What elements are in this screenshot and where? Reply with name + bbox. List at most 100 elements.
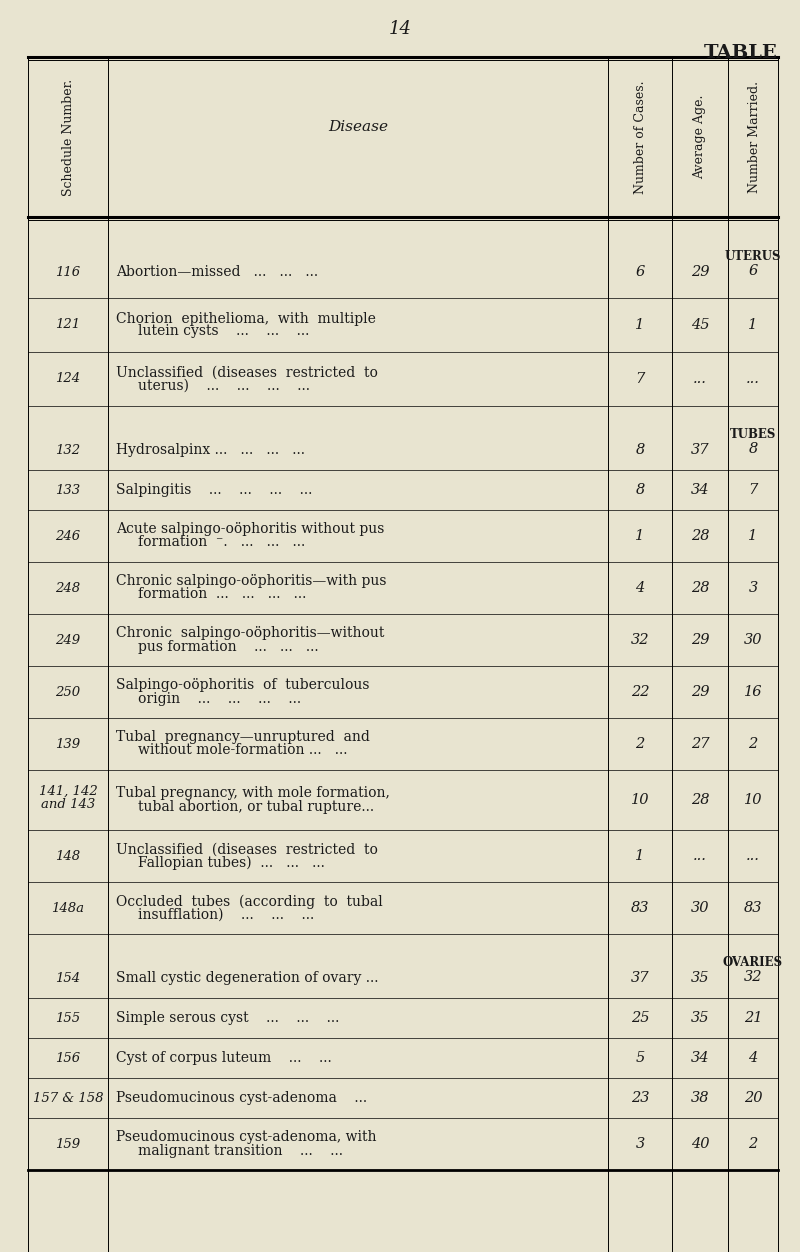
Text: without mole-formation ...   ...: without mole-formation ... ...	[138, 744, 347, 757]
Text: 2: 2	[635, 737, 645, 751]
Text: Cyst of corpus luteum    ...    ...: Cyst of corpus luteum ... ...	[116, 1050, 332, 1065]
Text: Chronic  salpingo-oöphoritis—without: Chronic salpingo-oöphoritis—without	[116, 626, 384, 641]
Text: 40: 40	[690, 1137, 710, 1151]
Text: ...: ...	[693, 849, 707, 863]
Text: 10: 10	[744, 793, 762, 808]
Text: 29: 29	[690, 685, 710, 699]
Text: 124: 124	[55, 373, 81, 386]
Text: Average Age.: Average Age.	[694, 95, 706, 179]
Text: 27: 27	[690, 737, 710, 751]
Text: 35: 35	[690, 1012, 710, 1025]
Text: 249: 249	[55, 634, 81, 646]
Text: 29: 29	[690, 634, 710, 647]
Text: lutein cysts    ...    ...    ...: lutein cysts ... ... ...	[138, 324, 310, 338]
Text: 139: 139	[55, 737, 81, 750]
Text: tubal abortion, or tubal rupture...: tubal abortion, or tubal rupture...	[138, 800, 374, 814]
Text: 121: 121	[55, 318, 81, 332]
Text: Number of Cases.: Number of Cases.	[634, 80, 646, 194]
Text: 133: 133	[55, 483, 81, 497]
Text: pus formation    ...   ...   ...: pus formation ... ... ...	[138, 640, 318, 654]
Text: Hydrosalpinx ...   ...   ...   ...: Hydrosalpinx ... ... ... ...	[116, 443, 305, 457]
Text: Number Married.: Number Married.	[749, 81, 762, 193]
Text: Disease: Disease	[328, 120, 388, 134]
Text: 8: 8	[635, 483, 645, 497]
Text: 21: 21	[744, 1012, 762, 1025]
Text: 14: 14	[389, 20, 411, 38]
Text: malignant transition    ...    ...: malignant transition ... ...	[138, 1143, 343, 1158]
Text: 45: 45	[690, 318, 710, 332]
Text: Tubal pregnancy, with mole formation,: Tubal pregnancy, with mole formation,	[116, 786, 390, 800]
Text: 6: 6	[635, 265, 645, 279]
Text: 28: 28	[690, 530, 710, 543]
Text: Chorion  epithelioma,  with  multiple: Chorion epithelioma, with multiple	[116, 312, 376, 326]
Text: 1: 1	[635, 849, 645, 863]
Text: formation  ⁻.   ...   ...   ...: formation ⁻. ... ... ...	[138, 536, 306, 550]
Text: 28: 28	[690, 793, 710, 808]
Text: 4: 4	[635, 581, 645, 595]
Text: 6: 6	[748, 264, 758, 278]
Text: Salpingo-oöphoritis  of  tuberculous: Salpingo-oöphoritis of tuberculous	[116, 679, 370, 692]
Text: 23: 23	[630, 1090, 650, 1106]
Text: 25: 25	[630, 1012, 650, 1025]
Text: 34: 34	[690, 483, 710, 497]
Text: 157 & 158: 157 & 158	[33, 1092, 103, 1104]
Text: ...: ...	[746, 372, 760, 386]
Text: 1: 1	[748, 318, 758, 332]
Text: 132: 132	[55, 443, 81, 457]
Text: 3: 3	[635, 1137, 645, 1151]
Text: TABLE: TABLE	[704, 44, 778, 63]
Text: origin    ...    ...    ...    ...: origin ... ... ... ...	[138, 691, 301, 705]
Text: 2: 2	[748, 737, 758, 751]
Text: Unclassified  (diseases  restricted  to: Unclassified (diseases restricted to	[116, 843, 378, 856]
Text: 159: 159	[55, 1138, 81, 1151]
Text: Tubal  pregnancy—unruptured  and: Tubal pregnancy—unruptured and	[116, 730, 370, 745]
Text: ...: ...	[746, 849, 760, 863]
Text: 7: 7	[635, 372, 645, 386]
Text: Acute salpingo-oöphoritis without pus: Acute salpingo-oöphoritis without pus	[116, 522, 384, 537]
Text: 8: 8	[635, 443, 645, 457]
Text: uterus)    ...    ...    ...    ...: uterus) ... ... ... ...	[138, 378, 310, 392]
Text: Abortion—missed   ...   ...   ...: Abortion—missed ... ... ...	[116, 265, 318, 279]
Text: Occluded  tubes  (according  to  tubal: Occluded tubes (according to tubal	[116, 894, 382, 909]
Text: 248: 248	[55, 581, 81, 595]
Text: 148: 148	[55, 850, 81, 863]
Text: 30: 30	[744, 634, 762, 647]
Text: 83: 83	[630, 901, 650, 915]
Text: insufflation)    ...    ...    ...: insufflation) ... ... ...	[138, 908, 314, 921]
Text: 154: 154	[55, 972, 81, 984]
Text: Simple serous cyst    ...    ...    ...: Simple serous cyst ... ... ...	[116, 1012, 339, 1025]
Text: Pseudomucinous cyst-adenoma, with: Pseudomucinous cyst-adenoma, with	[116, 1131, 377, 1144]
Text: ...: ...	[693, 372, 707, 386]
Text: 141, 142: 141, 142	[38, 785, 98, 798]
Text: 29: 29	[690, 265, 710, 279]
Text: 2: 2	[748, 1137, 758, 1151]
Text: TUBES: TUBES	[730, 428, 776, 442]
Text: 3: 3	[748, 581, 758, 595]
Text: 148a: 148a	[51, 901, 85, 914]
Text: 28: 28	[690, 581, 710, 595]
Text: 30: 30	[690, 901, 710, 915]
Text: 116: 116	[55, 265, 81, 278]
Text: 22: 22	[630, 685, 650, 699]
Text: Small cystic degeneration of ovary ...: Small cystic degeneration of ovary ...	[116, 972, 378, 985]
Text: and 143: and 143	[41, 799, 95, 811]
Text: Unclassified  (diseases  restricted  to: Unclassified (diseases restricted to	[116, 366, 378, 379]
Text: UTERUS: UTERUS	[725, 250, 782, 263]
Text: 4: 4	[748, 1050, 758, 1065]
Text: 250: 250	[55, 686, 81, 699]
Text: 155: 155	[55, 1012, 81, 1024]
Text: Pseudomucinous cyst-adenoma    ...: Pseudomucinous cyst-adenoma ...	[116, 1090, 367, 1106]
Text: 35: 35	[690, 972, 710, 985]
Text: 16: 16	[744, 685, 762, 699]
Text: 1: 1	[635, 318, 645, 332]
Text: 1: 1	[635, 530, 645, 543]
Text: 20: 20	[744, 1090, 762, 1106]
Text: 32: 32	[630, 634, 650, 647]
Text: 32: 32	[744, 970, 762, 984]
Text: 37: 37	[690, 443, 710, 457]
Text: 7: 7	[748, 483, 758, 497]
Text: 38: 38	[690, 1090, 710, 1106]
Text: 10: 10	[630, 793, 650, 808]
Text: OVARIES: OVARIES	[723, 957, 783, 969]
Text: formation  ...   ...   ...   ...: formation ... ... ... ...	[138, 587, 306, 601]
